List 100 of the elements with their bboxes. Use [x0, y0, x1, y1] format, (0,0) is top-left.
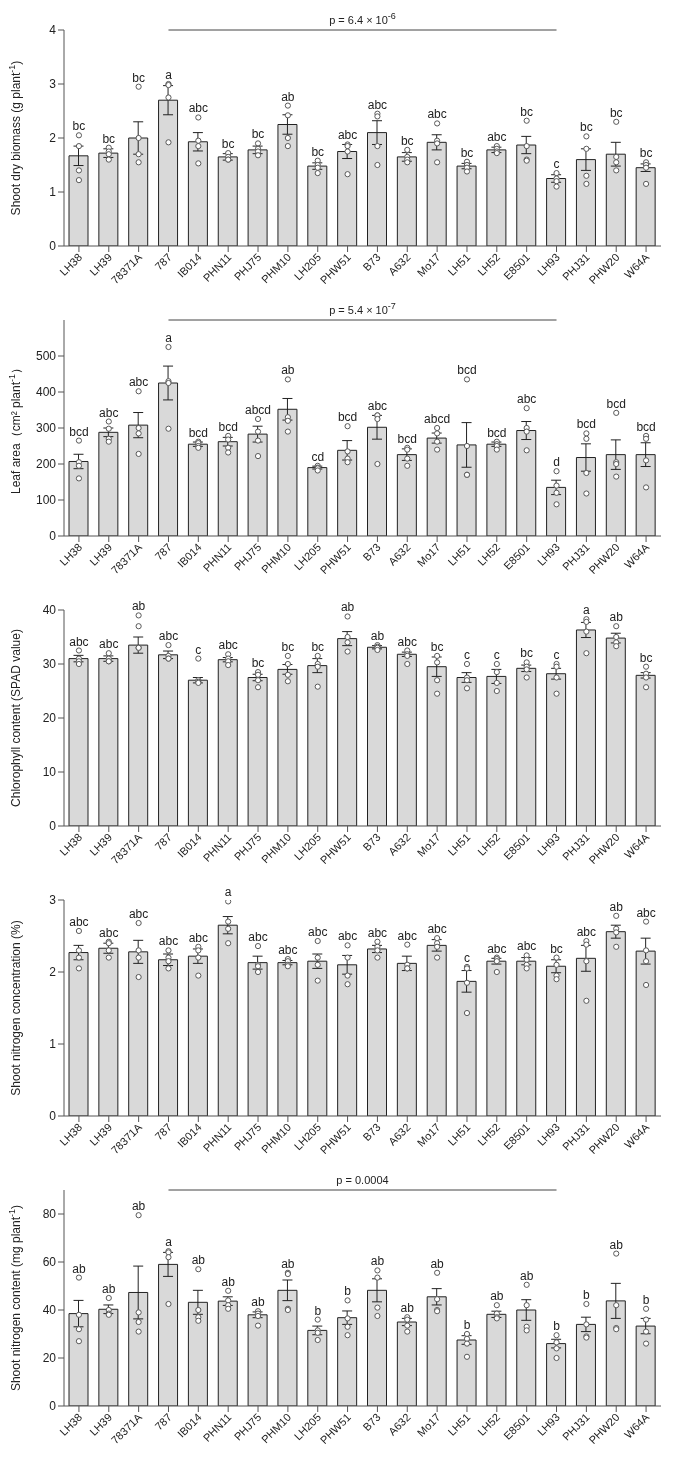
annotation: ab [102, 1282, 116, 1296]
y-tick-label: 4 [49, 23, 57, 38]
annotation: abc [308, 925, 328, 940]
annotation: ab [370, 1254, 385, 1269]
annotation: abc [99, 925, 119, 940]
annotation: ab [131, 599, 146, 614]
annotation: abc [278, 943, 298, 958]
annotation: c [463, 648, 470, 662]
annotation: ab [430, 1256, 445, 1271]
annotation: bcd [487, 425, 507, 440]
annotation: a [583, 603, 591, 618]
annotation: bcd [69, 424, 89, 439]
annotation: c [553, 648, 560, 662]
annotation: bc [132, 70, 145, 85]
annotation: bc [520, 646, 534, 661]
annotation: bcd [218, 419, 238, 434]
annotation: bcd [457, 363, 477, 378]
y-tick-label: 1 [49, 1037, 57, 1052]
annotation: abc [188, 930, 208, 945]
text: p = 6.4 × 10$^{-6}$ [329, 11, 396, 26]
y-tick-label: 2 [49, 131, 57, 146]
annotation: ab [131, 1199, 146, 1214]
annotation: abc [128, 907, 149, 922]
y-tick-label: 20 [42, 1351, 57, 1366]
x-tick-label: B73 [360, 1120, 383, 1144]
x-tick-label: 787 [152, 1410, 174, 1433]
annotation: abc [69, 914, 89, 929]
annotation: c [493, 648, 500, 662]
annotation: abc [367, 925, 388, 940]
y-tick-label: 300 [35, 421, 57, 436]
annotation: bc [550, 941, 563, 956]
y-tick-label: 0 [49, 529, 57, 544]
y-tick-label: 0 [49, 239, 57, 254]
annotation: abc [158, 629, 179, 644]
annotation: bcd [397, 431, 417, 446]
annotation: abc [487, 941, 507, 956]
annotation: abc [99, 405, 119, 420]
annotation: ab [609, 610, 624, 625]
annotation: b [642, 1292, 650, 1307]
annotation: abc [427, 107, 447, 122]
annotation: ab [490, 1289, 504, 1304]
y-tick-label: 30 [42, 657, 57, 672]
annotation: a [165, 1235, 173, 1250]
y-tick-label: 200 [35, 457, 57, 472]
annotation: abc [99, 637, 119, 652]
annotation: abcd [424, 412, 451, 426]
annotation: abc [128, 375, 149, 390]
annotation: c [463, 950, 470, 965]
annotation: abc [218, 638, 238, 653]
y-tick-label: 500 [35, 349, 57, 364]
annotation: abc [367, 97, 388, 112]
annotation: bc [281, 639, 295, 654]
annotation: bc [251, 656, 265, 671]
y-tick-label: 80 [42, 1207, 57, 1222]
annotation: bc [460, 145, 474, 160]
annotation: abc [576, 925, 597, 940]
annotation: ab [281, 1256, 295, 1271]
annotation: bcd [188, 425, 208, 440]
annotation: ab [251, 1295, 266, 1310]
annotation: bc [430, 639, 444, 654]
annotation: ab [400, 1301, 415, 1316]
y-tick-label: 2 [49, 965, 57, 980]
y-tick-label: 3 [49, 893, 57, 908]
y-tick-label: 100 [35, 493, 57, 508]
annotation: bcd [576, 417, 597, 432]
annotation: c [195, 642, 202, 657]
y-tick-label: 60 [42, 1255, 57, 1270]
annotation: ab [191, 1253, 206, 1268]
annotation: ab [370, 629, 385, 644]
annotation: abc [367, 399, 388, 414]
annotation: cd [311, 449, 325, 464]
annotation: d [553, 455, 560, 470]
annotation: bc [251, 127, 265, 142]
annotation: abc [69, 634, 89, 649]
annotation: ab [281, 89, 295, 104]
annotation: abcd [245, 403, 272, 417]
x-tick-label: B73 [360, 1410, 383, 1434]
annotation: abc [188, 101, 208, 116]
x-tick-label: 787 [152, 540, 174, 563]
annotation: bc [609, 105, 623, 120]
annotation: ab [520, 1268, 534, 1283]
annotation: bcd [337, 410, 358, 425]
annotation: bc [400, 133, 414, 148]
y-tick-label: 0 [49, 1399, 57, 1414]
y-tick-label: 0 [49, 819, 57, 834]
x-tick-label: B73 [360, 540, 383, 564]
annotation: bcd [606, 396, 626, 411]
annotation: ab [340, 600, 355, 615]
annotation: ab [609, 1237, 624, 1252]
annotation: ab [281, 363, 295, 378]
annotation: bc [520, 104, 534, 119]
annotation: abc [487, 130, 507, 145]
annotation: ab [609, 899, 624, 914]
annotation: bc [221, 137, 235, 152]
y-axis-title: Shoot nitrogen concentration (%) [9, 920, 23, 1096]
y-tick-label: 3 [49, 77, 57, 92]
annotation: a [165, 68, 173, 82]
y-tick-label: 10 [42, 765, 57, 780]
annotation: b [344, 1284, 352, 1299]
text: p = 5.4 × 10$^{-7}$ [329, 301, 396, 316]
